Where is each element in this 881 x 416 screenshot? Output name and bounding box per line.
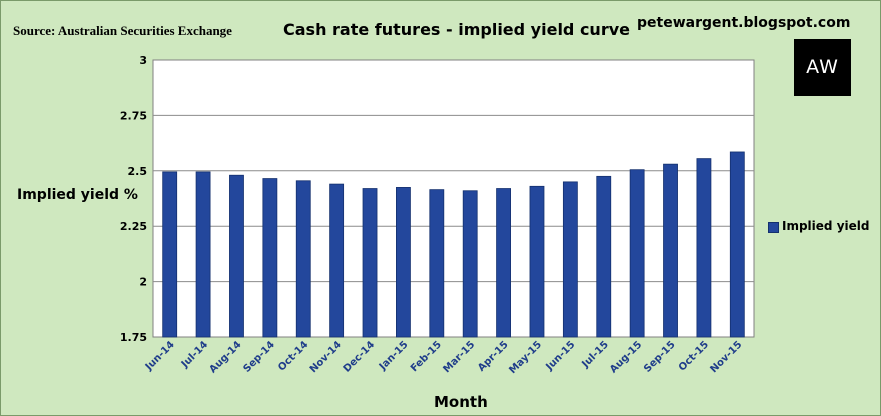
x-tick-label: Jun-14	[143, 339, 177, 373]
y-tick-label: 1.75	[120, 331, 147, 344]
x-tick-label: Jul-14	[179, 339, 210, 370]
bars	[162, 151, 745, 338]
x-tick-label: Aug-14	[207, 339, 243, 375]
source-note: Source: Australian Securities Exchange	[13, 23, 232, 38]
x-tick-label: Mar-15	[441, 339, 477, 375]
bar-aug-15	[629, 169, 645, 338]
bar-jun-15	[562, 181, 578, 338]
logo-text: AW	[794, 39, 851, 96]
bar-may-15	[529, 185, 545, 338]
bar-feb-15	[429, 189, 445, 338]
bar-mar-15	[462, 190, 478, 338]
y-tick-label: 2.75	[120, 109, 147, 122]
bar-jul-14	[195, 171, 211, 338]
chart-title: Cash rate futures - implied yield curve	[283, 20, 630, 39]
bar-aug-14	[229, 174, 244, 338]
bar-apr-15	[496, 188, 511, 338]
x-tick-label: Aug-15	[608, 339, 644, 375]
x-tick-label: Dec-14	[342, 339, 377, 374]
y-tick-label: 2.25	[120, 220, 147, 233]
x-tick-label: Feb-15	[409, 339, 444, 374]
x-tick-label: May-15	[507, 339, 544, 376]
gridlines	[153, 114, 754, 283]
y-axis-label: Implied yield %	[17, 187, 138, 203]
x-tick-label: Nov-15	[708, 339, 744, 375]
x-tick-label: Sep-14	[241, 339, 277, 375]
bar-sep-14	[262, 178, 278, 338]
x-tick-label: Jan-15	[377, 339, 411, 373]
bar-oct-15	[696, 158, 712, 338]
x-tick-label: Jul-15	[580, 339, 611, 370]
bar-jun-14	[162, 171, 178, 338]
x-tick-label: Oct-14	[276, 339, 310, 373]
x-tick-label: Sep-15	[642, 339, 678, 375]
aw-logo: AW	[794, 39, 851, 96]
legend-label: Implied yield	[782, 219, 870, 233]
x-tick-label: Jun-15	[544, 339, 578, 373]
x-tick-label: Nov-14	[308, 339, 344, 375]
x-tick-label: Oct-15	[677, 339, 711, 373]
y-axis-ticks: 1.75 2 2.25 2.5 2.75 3	[120, 54, 147, 344]
y-tick-label: 3	[139, 54, 147, 67]
blog-url: petewargent.blogspot.com	[637, 15, 851, 31]
legend-swatch	[768, 222, 779, 233]
bar-dec-14	[362, 188, 378, 338]
y-tick-label: 2	[139, 276, 147, 289]
bar-oct-14	[295, 180, 311, 338]
bar-sep-15	[663, 163, 678, 338]
bar-jul-15	[596, 175, 612, 338]
logo-letters: AW	[806, 56, 839, 78]
x-tick-label: Apr-15	[476, 339, 511, 374]
bar-nov-15	[729, 151, 745, 338]
x-axis-label: Month	[434, 393, 488, 411]
bar-jan-15	[396, 187, 411, 338]
plot-area	[152, 59, 755, 338]
bar-nov-14	[329, 183, 345, 338]
y-tick-label: 2.5	[128, 165, 148, 178]
